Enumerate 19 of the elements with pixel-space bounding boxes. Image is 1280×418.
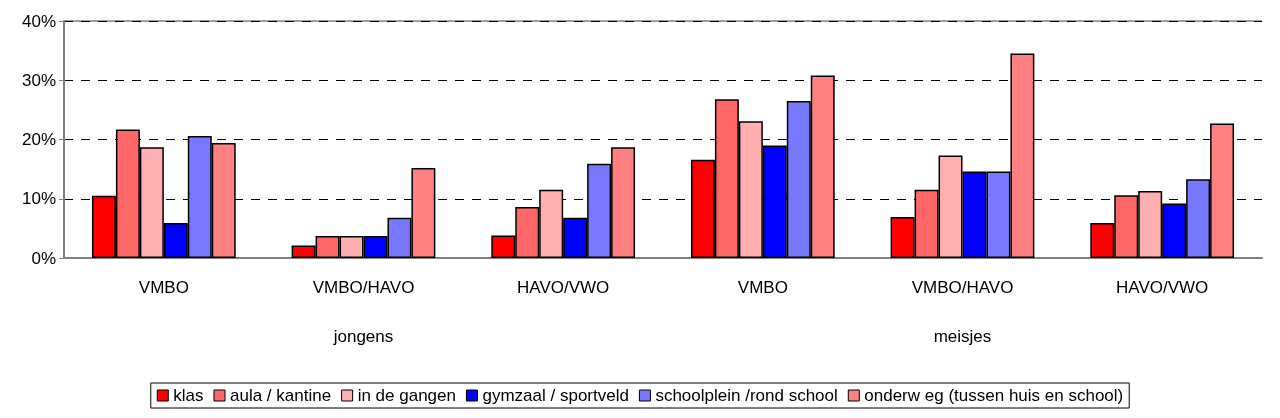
x-tick-label: VMBO xyxy=(737,278,788,297)
legend-label: klas xyxy=(173,386,204,405)
text: meisjes xyxy=(933,326,992,346)
y-tick-label: 10% xyxy=(21,189,56,209)
legend-label: in de gangen xyxy=(357,386,456,405)
x-tick-label: VMBO/HAVO xyxy=(312,278,415,297)
y-tick-label: 20% xyxy=(21,130,56,149)
y-tick-label: 0% xyxy=(31,248,56,268)
legend-label: onderw eg (tussen huis en school) xyxy=(864,386,1124,405)
x-tick-label: VMBO/HAVO xyxy=(911,278,1014,297)
text: jongens xyxy=(332,326,394,346)
y-tick-label: 40% xyxy=(21,11,56,31)
legend-label: aula / kantine xyxy=(230,386,332,405)
x-tick-label: VMBO xyxy=(138,278,189,297)
legend-label: gymzaal / sportveld xyxy=(482,386,629,405)
x-tick-label: HAVO/VWO xyxy=(1116,278,1209,297)
legend-label: schoolplein /rond school xyxy=(655,386,838,405)
x-tick-label: HAVO/VWO xyxy=(517,278,610,297)
y-tick-label: 30% xyxy=(21,70,56,90)
